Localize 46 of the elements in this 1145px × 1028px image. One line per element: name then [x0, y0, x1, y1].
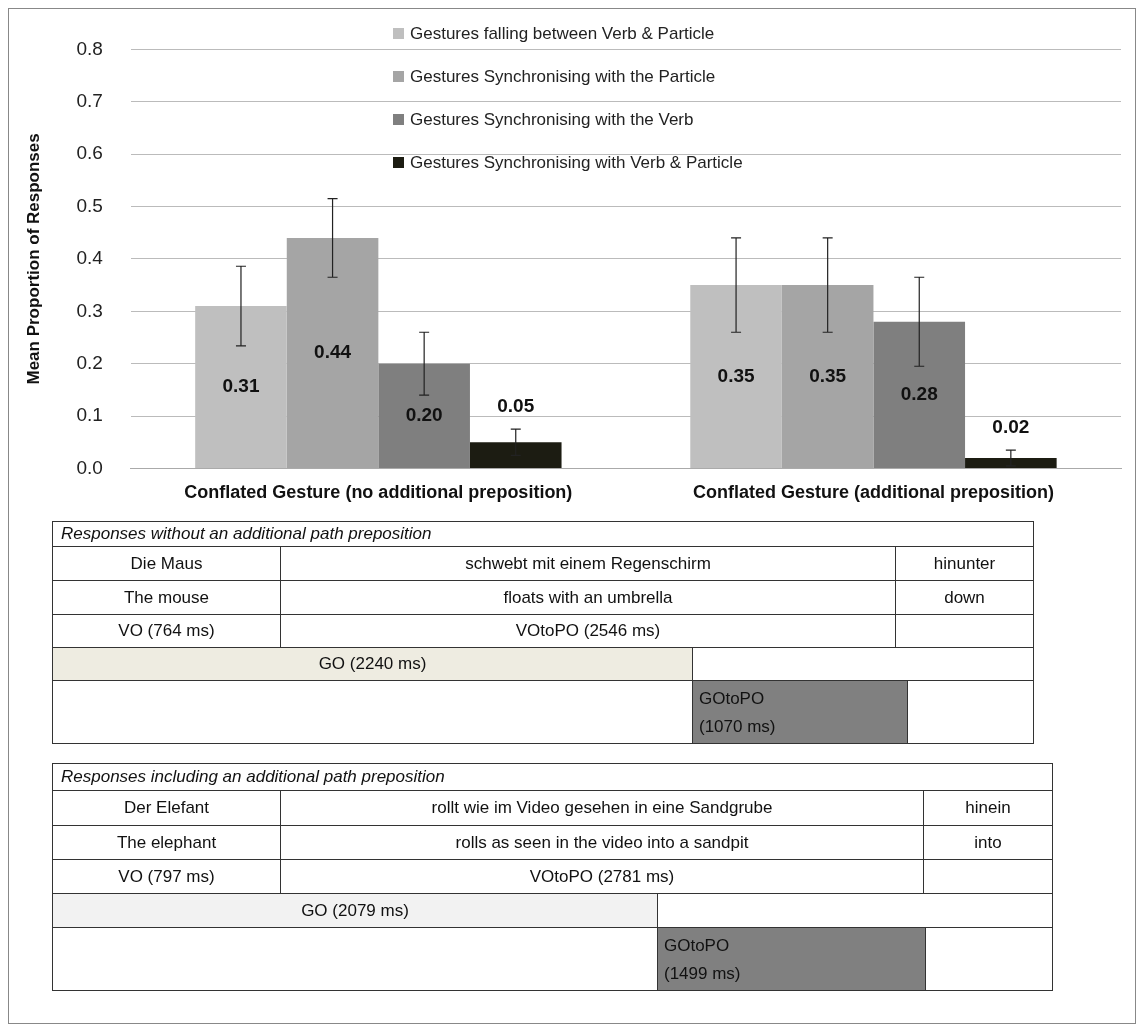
shaded-cell: GO (2079 ms) — [52, 893, 658, 928]
shaded-cell: GO (2240 ms) — [52, 647, 693, 681]
y-tick-label: 0.4 — [76, 247, 104, 269]
y-tick-label: 0.1 — [76, 404, 103, 426]
data-label: 0.28 — [900, 383, 938, 405]
text: down — [944, 587, 985, 608]
legend-label: Gestures falling between Verb & Particle — [410, 24, 715, 44]
y-tick-label: 0.3 — [76, 299, 103, 321]
x-tick-label: Conflated Gesture (additional preposition) — [692, 482, 1054, 503]
text: into — [974, 832, 1002, 853]
data-label: 0.35 — [717, 364, 755, 386]
text: rolls as seen in the video into a sandpit — [455, 832, 749, 853]
legend-label: Gestures Synchronising with the Verb — [410, 110, 694, 130]
text: The elephant — [116, 832, 217, 853]
shaded-cell: GOtoPO (1499 ms) — [657, 927, 926, 991]
y-tick-label: 0.6 — [76, 142, 103, 164]
y-tick-label: 0.2 — [76, 351, 103, 373]
text: Responses including an additional path preposition — [61, 767, 445, 787]
text: VOtoPO (2546 ms) — [515, 621, 661, 641]
text: hinunter — [933, 553, 996, 574]
legend-label: Gestures Synchronising with the Particle — [410, 67, 716, 87]
data-label: 0.35 — [809, 364, 847, 386]
text: schwebt mit einem Regenschirm — [465, 553, 711, 574]
text: VO (764 ms) — [118, 621, 215, 641]
text: The mouse — [123, 587, 210, 608]
text: hinein — [965, 798, 1011, 818]
y-tick-label: 0.5 — [76, 194, 103, 216]
text: VO (797 ms) — [118, 866, 215, 887]
data-label: 0.20 — [405, 404, 443, 426]
text: Responses without an additional path preposition — [61, 524, 432, 544]
text: floats with an umbrella — [503, 587, 673, 608]
text: Die Maus — [130, 553, 203, 574]
data-label: 0.44 — [314, 341, 352, 363]
shaded-cell: GOtoPO (1070 ms) — [692, 680, 908, 744]
text: Der Elefant — [123, 798, 210, 818]
data-label: 0.05 — [497, 395, 535, 417]
data-label: 0.02 — [992, 416, 1030, 438]
legend-label: Gestures Synchronising with Verb & Particle — [410, 153, 743, 173]
x-tick-label: Conflated Gesture (no additional preposition) — [184, 482, 573, 503]
y-tick-label: 0.0 — [76, 456, 103, 478]
text: rollt wie im Video gesehen in eine Sandgrube — [431, 798, 773, 818]
y-tick-label: 0.8 — [76, 37, 103, 59]
y-tick-label: 0.7 — [76, 90, 103, 112]
text: VOtoPO (2781 ms) — [529, 866, 675, 887]
y-axis-title: Mean Proportion of Responses — [23, 133, 43, 385]
data-label: 0.31 — [222, 375, 260, 397]
